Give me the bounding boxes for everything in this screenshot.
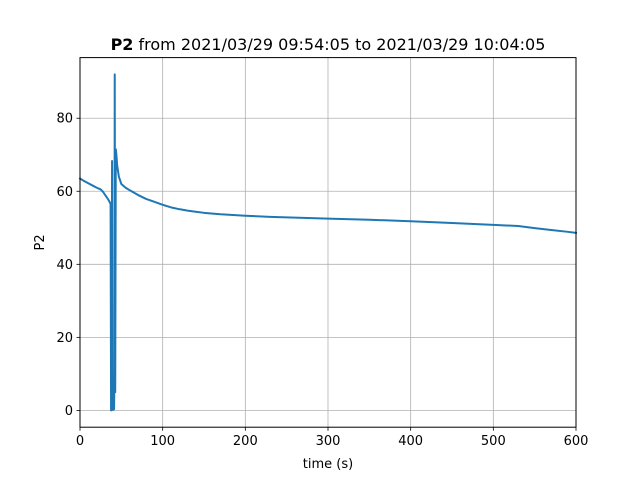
y-tick-label: 80	[56, 112, 73, 127]
chart-title-range: from 2021/03/29 09:54:05 to 2021/03/29 1…	[133, 35, 545, 54]
x-tick-label: 0	[76, 434, 84, 449]
plot-lines	[78, 73, 578, 412]
x-tick-label: 100	[150, 434, 175, 449]
x-tick-label: 300	[316, 434, 341, 449]
x-tick-label: 400	[398, 434, 423, 449]
y-tick-label: 40	[56, 258, 73, 273]
y-tick-label: 60	[56, 185, 73, 200]
chart-title-bold: P2	[111, 35, 134, 54]
x-tick-label: 500	[481, 434, 506, 449]
series-line-0	[78, 73, 578, 412]
grid	[79, 57, 577, 428]
y-axis-label: P2	[33, 234, 48, 250]
ticks: 0 100 200 300 400 500 600 0 20 40 60 80	[56, 112, 588, 449]
y-tick-label: 0	[65, 404, 73, 419]
x-tick-label: 600	[564, 434, 589, 449]
y-tick-label: 20	[56, 331, 73, 346]
x-tick-label: 200	[233, 434, 258, 449]
x-axis-label: time (s)	[303, 457, 353, 472]
chart-title: P2 from 2021/03/29 09:54:05 to 2021/03/2…	[111, 35, 546, 54]
